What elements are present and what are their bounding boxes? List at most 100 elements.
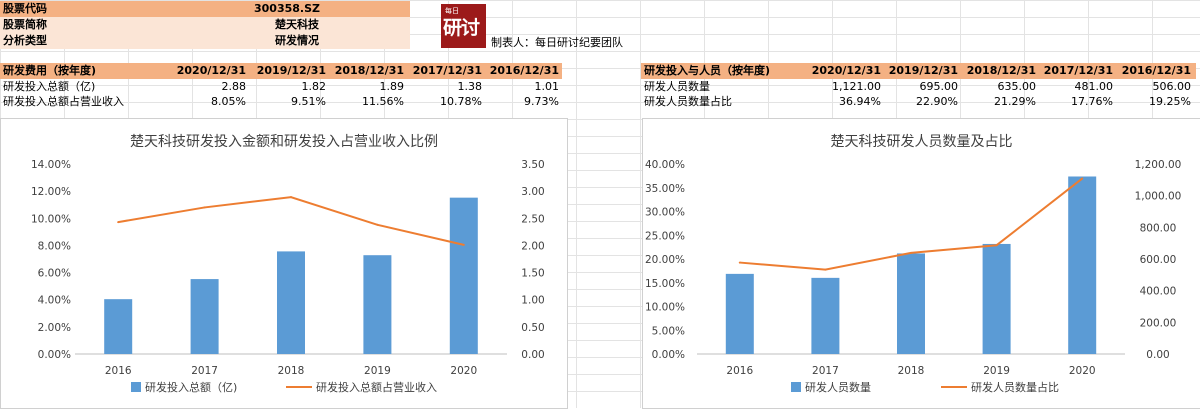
chart-rd-staff[interactable]: 楚天科技研发人员数量及占比 0.00% 5.00% 10.00% 15.00% 20.00… (642, 118, 1200, 409)
right-row-1: 研发人员数量占比 36.94% 22.90% 21.29% 17.76% 19.… (641, 94, 1196, 110)
left-row-0-value: 2.88 (221, 80, 247, 93)
bar (190, 279, 219, 354)
y-right-tick-label: 0.00 (1146, 349, 1169, 361)
left-date-3: 2017/12/31 (412, 64, 482, 77)
stock-code-label: 股票代码 (3, 2, 47, 15)
right-date-4: 2016/12/31 (1121, 64, 1191, 77)
left-date-1: 2019/12/31 (256, 64, 326, 77)
bar (1068, 176, 1097, 354)
y-right-tick-label: 0.50 (521, 322, 544, 334)
left-row-0-label: 研发投入总额（亿) (3, 80, 96, 93)
chart-title: 楚天科技研发投入金额和研发投入占营业收入比例 (130, 134, 438, 150)
legend-bar-swatch (791, 382, 801, 392)
y-right-tick-label: 400.00 (1140, 286, 1177, 298)
y-right-tick-label: 3.00 (521, 186, 544, 198)
y-left-tick-label: 20.00% (645, 254, 685, 266)
line-point (738, 261, 741, 264)
y-left-tick-label: 10.00% (645, 302, 685, 314)
maker-label: 制表人：每日研讨纪要团队 (491, 36, 623, 49)
y-right-tick-label: 1.50 (521, 268, 544, 280)
analysis-type-value: 研发情况 (275, 34, 319, 47)
y-right-tick-label: 2.50 (521, 213, 544, 225)
right-row-0-value: 481.00 (1074, 80, 1114, 93)
stock-code-row: 股票代码 300358.SZ (0, 1, 410, 17)
right-row-1-value: 17.76% (1071, 95, 1113, 108)
y-left-tick-label: 15.00% (645, 278, 685, 290)
logo-text: 研讨 (443, 17, 480, 39)
y-right-tick-label: 0.00 (521, 349, 544, 361)
x-tick-label: 2019 (364, 365, 391, 377)
y-left-tick-label: 0.00% (652, 349, 685, 361)
y-left-tick-label: 6.00% (38, 268, 71, 280)
legend-line-label: 研发投入总额占营业收入 (316, 380, 437, 394)
y-left-tick-label: 0.00% (38, 349, 71, 361)
legend-line-label: 研发人员数量占比 (971, 380, 1059, 394)
right-row-0-value: 506.00 (1152, 80, 1192, 93)
x-tick-label: 2017 (191, 365, 218, 377)
left-row-0-value: 1.01 (534, 80, 560, 93)
left-row-1: 研发投入总额占营业收入 8.05% 9.51% 11.56% 10.78% 9.… (0, 94, 562, 110)
y-right-tick-label: 1,200.00 (1135, 159, 1182, 171)
y-right-tick-label: 1,000.00 (1135, 191, 1182, 203)
right-table-title: 研发投入与人员（按年度) (644, 64, 771, 77)
left-row-0-value: 1.89 (379, 80, 405, 93)
right-row-1-label: 研发人员数量占比 (644, 95, 732, 108)
bar (725, 273, 754, 354)
bar (449, 197, 478, 354)
legend-bar-label: 研发投入总额（亿) (145, 380, 237, 394)
bar (982, 243, 1011, 354)
stock-name-label: 股票简称 (3, 18, 47, 31)
right-date-1: 2019/12/31 (888, 64, 958, 77)
x-tick-label: 2018 (898, 365, 925, 377)
line-point (824, 268, 827, 271)
y-right-tick-label: 600.00 (1140, 254, 1177, 266)
y-right-tick-label: 2.00 (521, 240, 544, 252)
x-tick-label: 2020 (1069, 365, 1096, 377)
stock-name-row: 股票简称 楚天科技 (0, 17, 410, 33)
line-point (290, 196, 292, 199)
analysis-type-row: 分析类型 研发情况 (0, 33, 410, 49)
left-date-0: 2020/12/31 (176, 64, 246, 77)
y-left-tick-label: 14.00% (31, 159, 71, 171)
x-tick-label: 2019 (983, 365, 1010, 377)
bar (811, 277, 840, 354)
y-right-tick-label: 3.50 (521, 159, 544, 171)
y-right-tick-label: 1.00 (521, 295, 544, 307)
y-left-tick-label: 40.00% (645, 159, 685, 171)
left-row-0-value: 1.82 (301, 80, 327, 93)
line-point (910, 251, 912, 254)
y-left-tick-label: 2.00% (38, 322, 71, 334)
bar (363, 255, 392, 354)
y-left-tick-label: 8.00% (38, 240, 71, 252)
right-row-0-label: 研发人员数量 (644, 80, 710, 93)
x-tick-label: 2016 (726, 365, 753, 377)
y-left-tick-label: 35.00% (645, 183, 685, 195)
right-row-0: 研发人员数量 1,121.00 695.00 635.00 481.00 506… (641, 79, 1196, 95)
right-table-header: 研发投入与人员（按年度) 2020/12/31 2019/12/31 2018/… (641, 63, 1196, 79)
left-row-0: 研发投入总额（亿) 2.88 1.82 1.89 1.38 1.01 (0, 79, 562, 95)
line-point (462, 243, 465, 246)
legend-bar-label: 研发人员数量 (805, 380, 871, 394)
line-point (117, 221, 120, 224)
right-row-1-value: 36.94% (839, 95, 881, 108)
right-date-3: 2017/12/31 (1043, 64, 1113, 77)
y-left-tick-label: 4.00% (38, 295, 71, 307)
line-point (1081, 177, 1084, 180)
bar (897, 253, 925, 354)
y-left-tick-label: 25.00% (645, 230, 685, 242)
line-point (203, 206, 206, 209)
left-date-2: 2018/12/31 (334, 64, 404, 77)
chart-rd-investment-svg: 楚天科技研发投入金额和研发投入占营业收入比例 0.00% 2.00% 4.00% 6.0… (31, 134, 545, 394)
logo-small-text: 每日 (445, 7, 459, 15)
left-row-1-label: 研发投入总额占营业收入 (3, 95, 124, 108)
chart-rd-investment[interactable]: 楚天科技研发投入金额和研发投入占营业收入比例 0.00% 2.00% 4.00% 6.0… (0, 118, 568, 409)
right-row-0-value: 695.00 (919, 80, 959, 93)
y-left-tick-label: 12.00% (31, 186, 71, 198)
bar (104, 299, 133, 354)
analysis-type-label: 分析类型 (3, 34, 47, 47)
x-tick-label: 2016 (105, 365, 132, 377)
x-tick-label: 2020 (450, 365, 477, 377)
left-row-1-value: 11.56% (362, 95, 404, 108)
left-date-4: 2016/12/31 (489, 64, 559, 77)
line-point (995, 244, 998, 247)
